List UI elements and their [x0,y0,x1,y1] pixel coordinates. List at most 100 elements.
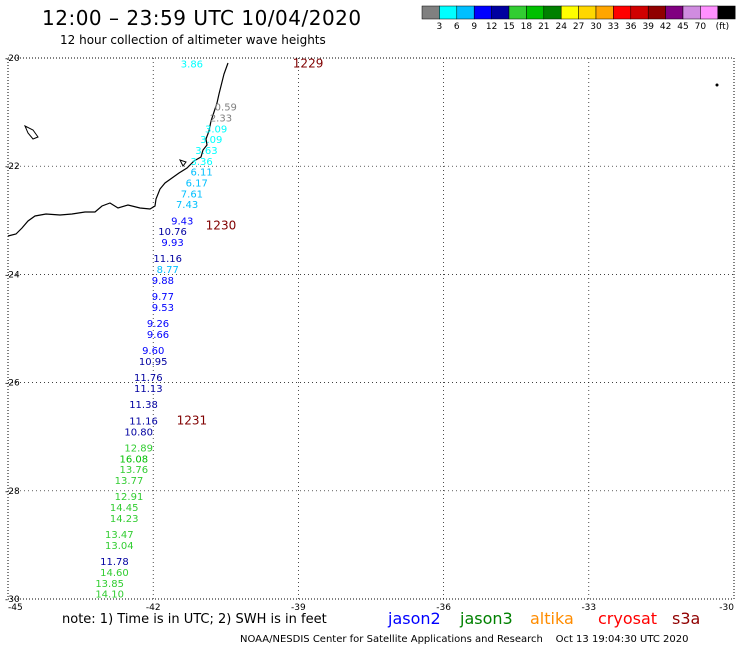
time-markers: 1229 1230 1231 [177,56,324,427]
legend-value: 27 [573,22,584,32]
wave-height-label: 9.93 [161,238,183,249]
wave-height-label: 6.11 [190,168,212,179]
mission-label: cryosat [598,609,658,628]
legend-swatch [595,5,614,20]
footer-credit: NOAA/NESDIS Center for Satellite Applica… [240,634,689,645]
lon-tick-label: -42 [146,603,161,613]
wave-height-label: 14.10 [95,590,124,601]
legend-swatch [613,5,632,20]
lat-tick-label: -30 [5,595,20,605]
legend-swatch [508,5,527,20]
footer-note: note: 1) Time is in UTC; 2) SWH is in fe… [62,612,327,627]
legend-value: 70 [695,22,707,32]
legend-swatch [543,5,562,20]
wave-height-label: 9.60 [142,346,164,357]
wave-height-label: 11.76 [134,373,163,384]
legend-swatch [456,5,475,20]
wave-height-label: 9.43 [171,216,193,227]
lat-tick-label: -26 [5,379,20,389]
wave-height-label: 0.59 [215,103,237,114]
wave-height-label: 7.43 [176,200,198,211]
time-label: 1229 [293,56,324,70]
lon-tick-label: -39 [291,603,306,613]
wave-height-label: 14.60 [100,568,129,579]
wave-height-label: 11.16 [129,416,158,427]
lat-tick-label: -28 [5,487,20,497]
wave-height-label: 14.23 [110,514,139,525]
map-title: 12:00 – 23:59 UTC 10/04/2020 [42,6,362,30]
wave-height-label: 10.76 [158,227,187,238]
wave-height-label: 13.47 [105,530,134,541]
legend-unit: (ft) [716,22,730,32]
color-legend: 3 6 9 12 15 18 21 24 27 30 33 36 39 42 45 70 (ft) [421,5,736,32]
legend-swatch [647,5,666,20]
wave-height-label: 3.09 [205,124,227,135]
wave-height-label: 11.16 [153,254,182,265]
wave-height-label: 9.53 [152,303,174,314]
grid-lines: -20-22-24-26-28-30-45 -42 -39 -36 -33 -30 [5,54,734,613]
legend-value: 39 [642,22,654,32]
wave-height-label: 13.04 [105,541,134,552]
mission-label: jason3 [460,609,513,628]
wave-height-label: 13.85 [95,579,124,590]
wave-height-label: 11.78 [100,557,129,568]
legend-value: 45 [677,22,688,32]
mission-label: altika [530,609,574,628]
wave-height-label: 3.36 [190,157,212,168]
lon-tick-label: -30 [719,603,734,613]
wave-height-label: 9.66 [147,330,169,341]
legend-value: 21 [538,22,549,32]
lon-tick-label: -33 [581,603,596,613]
legend-swatch [578,5,597,20]
wave-height-label: 7.61 [181,189,203,200]
wave-height-label: 14.45 [110,503,139,514]
lagoon-feature [179,159,187,167]
legend-swatch [421,5,440,20]
wave-height-label: 11.38 [129,400,158,411]
wave-height-label: 12.91 [115,492,144,503]
wave-height-label: 10.80 [124,427,153,438]
legend-value: 3 [437,22,443,32]
lat-tick-label: -22 [5,162,20,172]
observation-track: 3.860.592.333.093.093.633.366.116.177.61… [95,59,237,600]
island-feature [24,124,39,140]
wave-height-label: 3.09 [200,135,222,146]
legend-swatch [700,5,719,20]
wave-height-label: 8.77 [157,265,179,276]
legend-swatch [717,5,736,20]
legend-swatch [439,5,458,20]
mission-label: jason2 [388,609,441,628]
time-label: 1231 [177,413,208,427]
time-label: 1230 [206,219,237,233]
legend-swatch [491,5,510,20]
legend-value: 12 [486,22,497,32]
plot-frame [7,57,735,600]
legend-swatch [630,5,649,20]
coastline [7,62,229,237]
wave-height-label: 13.77 [115,476,144,487]
legend-swatch [560,5,579,20]
wave-height-label: 3.86 [181,59,203,70]
legend-swatch [473,5,492,20]
legend-value: 30 [590,22,602,32]
legend-value: 18 [521,22,533,32]
legend-value: 24 [555,22,567,32]
wave-height-label: 12.89 [124,444,153,455]
wave-height-label: 16.08 [120,454,149,465]
lon-tick-label: -45 [8,603,23,613]
legend-value: 36 [625,22,637,32]
legend-value: 33 [608,22,619,32]
legend-swatch [526,5,545,20]
wave-height-label: 9.26 [147,319,169,330]
wave-height-label: 9.77 [152,292,174,303]
lat-tick-label: -24 [5,270,20,280]
legend-swatch [665,5,684,20]
map-subtitle: 12 hour collection of altimeter wave hei… [60,33,326,47]
lat-tick-label: -20 [5,54,20,64]
legend-value: 42 [660,22,671,32]
marker-dot [715,83,719,87]
wave-height-label: 3.63 [195,146,217,157]
legend-value: 9 [471,22,477,32]
